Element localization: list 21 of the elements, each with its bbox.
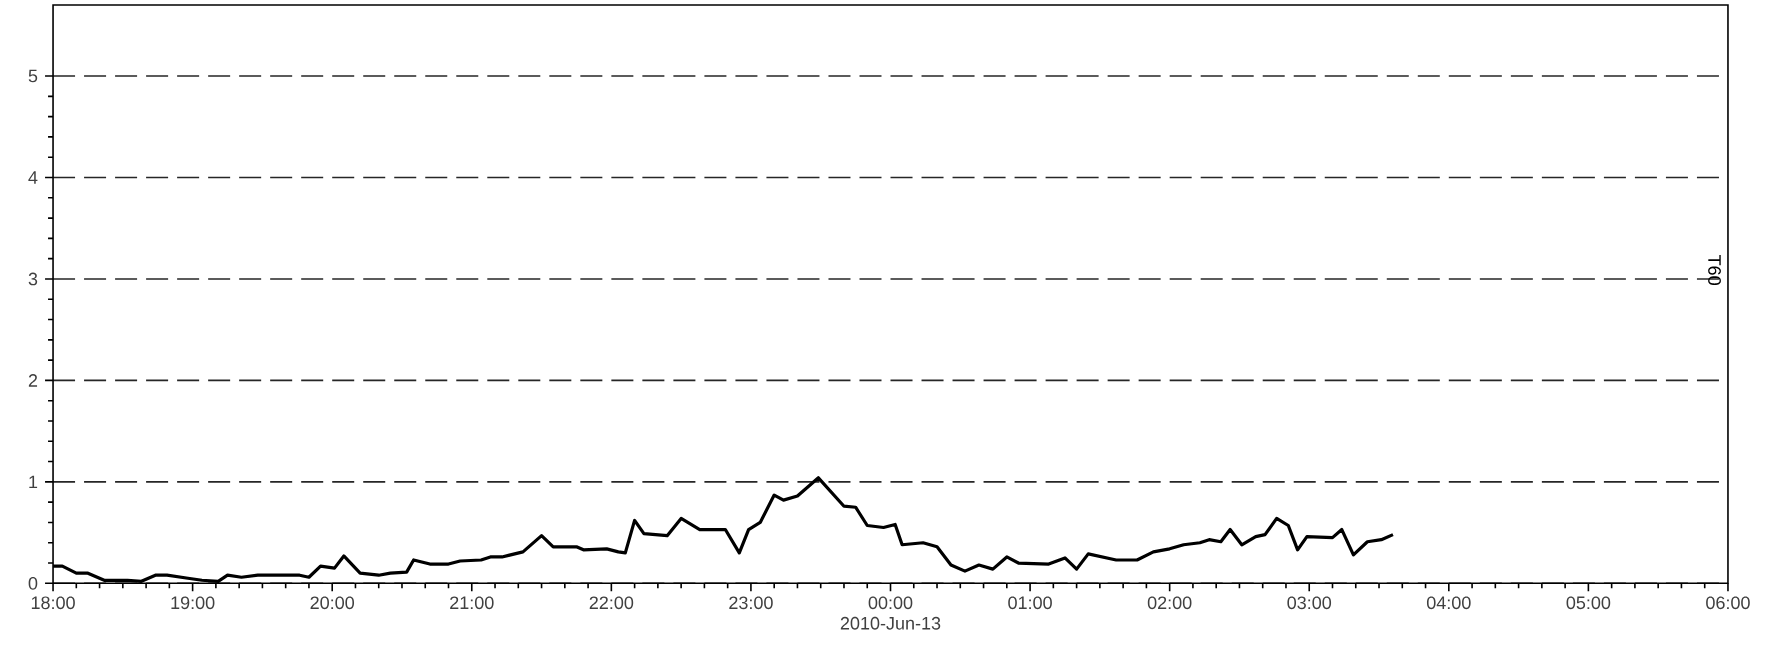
y-tick-label: 2 <box>28 373 38 387</box>
y-tick-label: 0 <box>28 576 38 590</box>
y-tick-label: 4 <box>28 171 38 184</box>
y-tick-label: 1 <box>29 475 38 488</box>
y-tick-label: 5 <box>28 69 38 83</box>
x-tick-label: 18:00 <box>31 596 75 609</box>
x-tick-label: 01:00 <box>1008 596 1052 609</box>
x-tick-label: 20:00 <box>310 596 355 609</box>
x-tick-label: 04:00 <box>1426 596 1471 609</box>
y-tick-label: 3 <box>28 272 38 286</box>
x-tick-label: 06:00 <box>1706 596 1750 609</box>
x-tick-label: 21:00 <box>450 596 494 609</box>
y-axis-title: T60 <box>1708 254 1721 285</box>
x-tick-label: 02:00 <box>1147 596 1192 609</box>
x-tick-label: 05:00 <box>1566 596 1611 609</box>
x-tick-label: 19:00 <box>171 596 215 609</box>
x-tick-label: 23:00 <box>729 596 773 609</box>
x-tick-label: 00:00 <box>868 596 913 609</box>
x-tick-label: 03:00 <box>1287 596 1332 609</box>
x-axis-title: 2010-Jun-13 <box>840 616 941 630</box>
x-tick-label: 22:00 <box>589 596 634 609</box>
